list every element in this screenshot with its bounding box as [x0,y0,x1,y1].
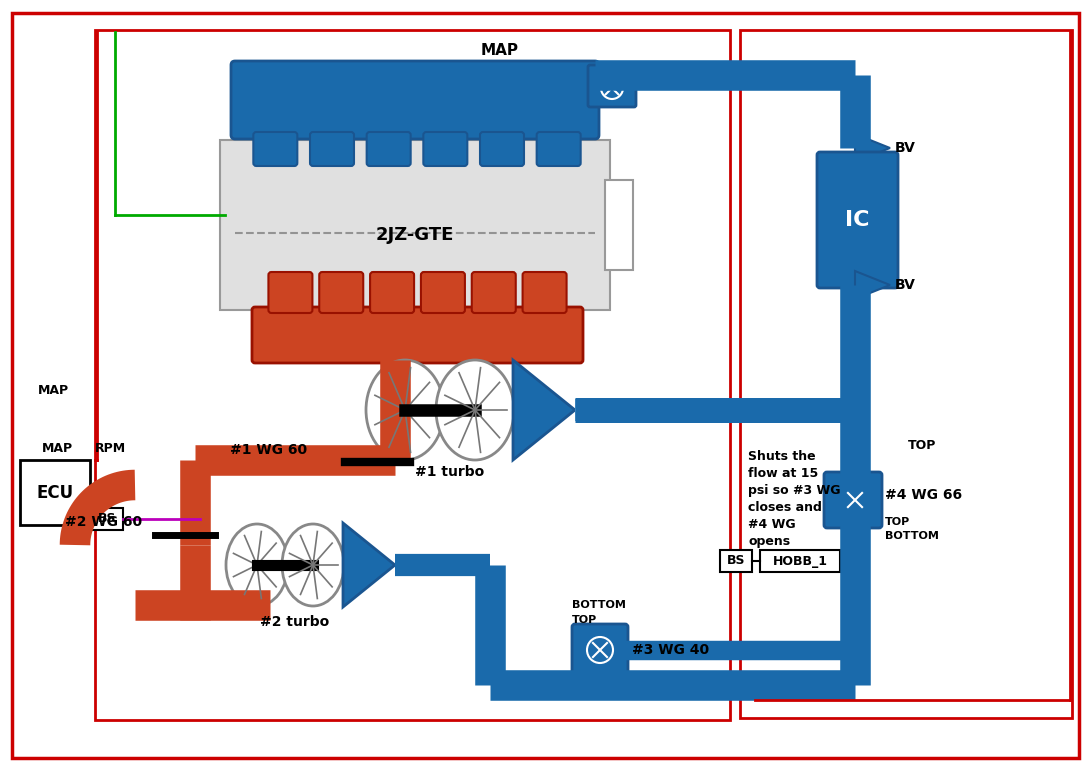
FancyBboxPatch shape [310,132,353,166]
Text: TOP: TOP [885,517,910,527]
FancyBboxPatch shape [367,132,410,166]
Text: BS: BS [727,554,745,567]
FancyBboxPatch shape [423,132,467,166]
Bar [20,460,89,525]
Text: TOP: TOP [908,438,936,451]
Text: ECU: ECU [36,483,73,502]
Text: IC: IC [846,210,870,230]
Polygon shape [343,523,395,607]
Text: BOTTOM: BOTTOM [885,531,939,541]
FancyBboxPatch shape [471,272,516,313]
Text: BOTTOM: BOTTOM [572,600,626,610]
Text: 2JZ-GTE: 2JZ-GTE [375,226,454,244]
Text: MAP: MAP [38,383,69,397]
FancyBboxPatch shape [523,272,566,313]
Ellipse shape [281,524,344,606]
Bar [740,30,1072,718]
Text: BV: BV [895,278,915,292]
FancyBboxPatch shape [572,624,628,678]
Bar [220,140,610,310]
Bar [95,30,730,720]
Text: MAP: MAP [41,441,73,455]
Text: #1 turbo: #1 turbo [416,465,484,479]
FancyBboxPatch shape [588,65,636,107]
Polygon shape [513,360,575,460]
Bar [606,180,633,270]
FancyBboxPatch shape [824,472,882,528]
Text: RPM: RPM [95,441,127,455]
Text: #3 WG 40: #3 WG 40 [632,643,709,657]
Text: TOP: TOP [572,615,597,625]
Bar [720,550,752,572]
Text: HOBB_1: HOBB_1 [772,554,827,567]
Polygon shape [855,271,890,299]
Bar [91,508,123,530]
Text: #4 WG 66: #4 WG 66 [885,488,962,502]
FancyBboxPatch shape [537,132,580,166]
Text: BV: BV [895,141,915,155]
Text: MAP: MAP [481,43,519,57]
FancyBboxPatch shape [817,152,898,288]
FancyBboxPatch shape [268,272,312,313]
Text: BS: BS [98,512,117,526]
FancyBboxPatch shape [370,272,415,313]
FancyBboxPatch shape [480,132,524,166]
FancyBboxPatch shape [252,307,583,363]
Polygon shape [855,134,890,162]
FancyBboxPatch shape [253,132,298,166]
FancyBboxPatch shape [320,272,363,313]
Ellipse shape [365,360,444,460]
Text: #2 WG 60: #2 WG 60 [65,515,142,529]
Bar [760,550,840,572]
Text: #2 turbo: #2 turbo [261,615,329,629]
Ellipse shape [436,360,514,460]
Text: #1 WG 60: #1 WG 60 [230,443,308,457]
FancyBboxPatch shape [421,272,465,313]
FancyBboxPatch shape [231,61,599,139]
Text: Shuts the
flow at 15
psi so #3 WG
closes and
#4 WG
opens: Shuts the flow at 15 psi so #3 WG closes… [748,450,840,548]
Ellipse shape [226,524,288,606]
